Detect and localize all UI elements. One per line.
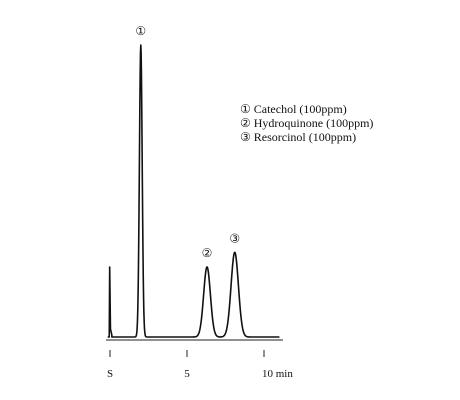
x-tick-label-0: S: [107, 368, 113, 380]
x-tick-label-1: 5: [184, 368, 190, 380]
legend-entry-2: ② Hydroquinone (100ppm): [240, 116, 373, 130]
peak-marker-3: ③: [229, 231, 240, 245]
x-tick-label-2: 10 min: [262, 368, 293, 380]
legend-entry-1: ① Catechol (100ppm): [240, 102, 347, 116]
peak-marker-2: ②: [202, 246, 213, 260]
chromatogram-trace: [107, 44, 280, 338]
peak-marker-1: ①: [135, 24, 146, 38]
legend-entry-3: ③ Resorcinol (100ppm): [240, 130, 356, 144]
